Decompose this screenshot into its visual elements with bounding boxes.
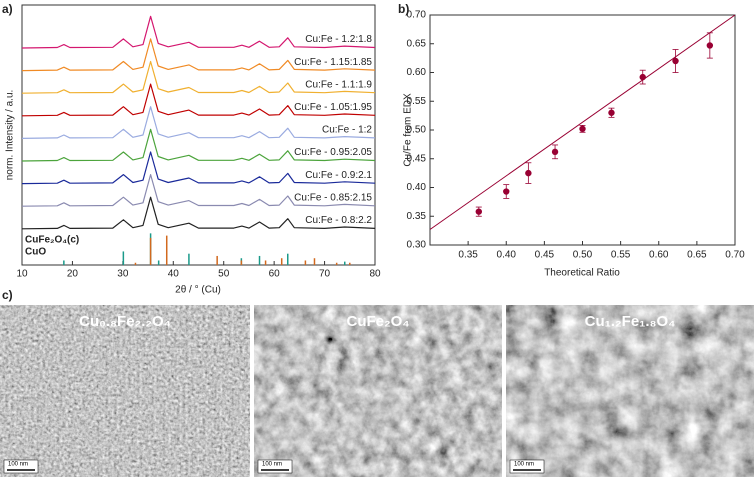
legend-label: Cu:Fe - 0.95:2.05 <box>294 147 372 158</box>
scale-bar: 100 nm <box>3 459 39 474</box>
image-label: Cu₀.₈Fe₂.₂O₄ <box>79 313 171 330</box>
y-axis-label: norm. Intensity / a.u. <box>5 90 16 181</box>
data-point <box>475 208 482 215</box>
x-tick-label: 40 <box>168 269 180 280</box>
x-tick-label: 30 <box>117 269 129 280</box>
x-tick-label: 80 <box>369 269 381 280</box>
data-point <box>503 188 510 195</box>
legend-label: Cu:Fe - 1:2 <box>322 125 372 136</box>
xrd-pattern <box>21 60 376 94</box>
data-point <box>672 57 679 65</box>
legend-label: Cu:Fe - 1.1:1.9 <box>305 79 372 90</box>
plot-frame <box>21 4 376 266</box>
data-point <box>639 73 646 81</box>
y-tick-label: 0.70 <box>407 10 427 21</box>
xrd-pattern <box>21 106 376 139</box>
sem-image <box>506 305 754 477</box>
data-point <box>579 125 586 133</box>
x-tick-label: 0.45 <box>535 250 555 261</box>
xrd-pattern <box>21 83 376 117</box>
data-point <box>706 42 714 49</box>
scale-bar: 100 nm <box>509 459 545 474</box>
sem-panel: c) Cu₀.₈Fe₂.₂O₄ CuFe₂O₄ Cu₁.₂Fe₁.₈O₄ 100… <box>0 288 754 477</box>
x-axis-label: 2θ / ° (Cu) <box>175 285 221 296</box>
legend-label: Cu:Fe - 0.85:2.15 <box>294 192 372 203</box>
edx-panel: b) Cu/Fe from EDX Theoretical Ratio 0.35… <box>398 2 745 278</box>
legend-label: Cu:Fe - 1.2:1.8 <box>305 34 372 45</box>
legend-label: Cu:Fe - 1.15:1.85 <box>294 57 372 68</box>
x-tick-label: 20 <box>67 269 79 280</box>
scale-bar: 100 nm <box>257 459 293 474</box>
y-tick-label: 0.50 <box>407 125 427 136</box>
scale-bar-text: 100 nm <box>8 462 28 468</box>
y-tick-label: 0.30 <box>407 240 427 251</box>
x-tick-label: 10 <box>16 269 28 280</box>
data-point <box>608 109 615 116</box>
x-tick-label: 60 <box>269 269 281 280</box>
xrd-panel: a) norm. Intensity / a.u. 2θ / ° (Cu) 10… <box>2 2 381 295</box>
xrd-pattern <box>21 151 376 185</box>
panel-label: b) <box>398 2 409 16</box>
y-tick-label: 0.65 <box>407 38 427 49</box>
legend-label: Cu:Fe - 1.05:1.95 <box>294 102 372 113</box>
scale-bar-text: 100 nm <box>262 462 282 468</box>
y-axis-label: Cu/Fe from EDX <box>403 93 414 167</box>
x-tick-label: 0.40 <box>497 250 517 261</box>
panel-label: c) <box>2 288 13 302</box>
x-tick-label: 0.50 <box>573 250 593 261</box>
sem-image <box>0 305 250 477</box>
x-tick-label: 0.35 <box>458 250 478 261</box>
xrd-pattern <box>21 196 376 230</box>
x-tick-label: 0.70 <box>725 250 745 261</box>
data-point <box>525 169 532 177</box>
xrd-pattern <box>21 174 376 207</box>
legend-label: Cu:Fe - 0.8:2.2 <box>305 215 372 226</box>
xrd-pattern <box>21 38 376 72</box>
reference-label: CuFe₂O₄(c) <box>25 235 79 246</box>
y-tick-label: 0.40 <box>407 182 427 193</box>
x-tick-label: 0.60 <box>649 250 669 261</box>
legend-label: Cu:Fe - 0.9:2.1 <box>305 170 372 181</box>
fit-line <box>429 14 736 230</box>
image-label: Cu₁.₂Fe₁.₈O₄ <box>585 313 676 330</box>
x-tick-label: 0.55 <box>611 250 631 261</box>
reference-label: CuO <box>25 247 46 258</box>
x-tick-label: 0.65 <box>687 250 707 261</box>
y-tick-label: 0.60 <box>407 67 427 78</box>
x-tick-label: 70 <box>319 269 331 280</box>
sem-image <box>254 305 502 477</box>
y-tick-label: 0.45 <box>407 153 427 164</box>
x-axis-label: Theoretical Ratio <box>544 268 620 279</box>
scale-bar-text: 100 nm <box>514 462 534 468</box>
panel-label: a) <box>2 2 13 16</box>
data-point <box>551 148 559 156</box>
image-label: CuFe₂O₄ <box>347 313 410 330</box>
y-tick-label: 0.35 <box>407 211 427 222</box>
x-tick-label: 50 <box>218 269 230 280</box>
y-tick-label: 0.55 <box>407 96 427 107</box>
xrd-pattern <box>21 15 376 49</box>
xrd-pattern <box>21 128 376 162</box>
